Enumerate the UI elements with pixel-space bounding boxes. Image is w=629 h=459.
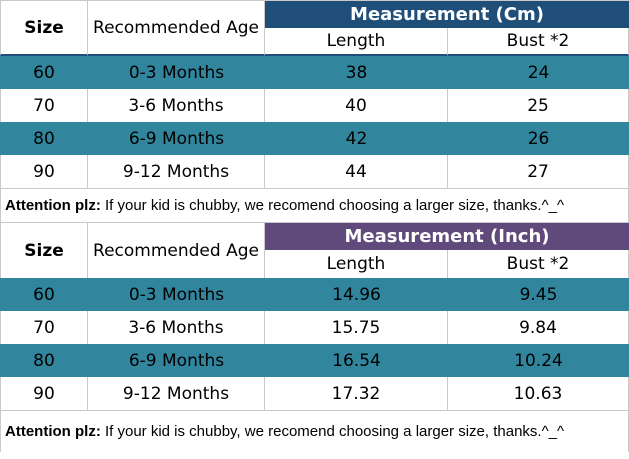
attention-note-text: If your kid is chubby, we recomend choos…: [100, 423, 565, 440]
size-cell: 60: [0, 56, 88, 89]
cm-size-table: Size Recommended Age Measurement (Cm) Le…: [0, 0, 629, 222]
bust-cell: 26: [448, 122, 629, 155]
age-col-header: Recommended Age: [88, 0, 265, 56]
attention-note-label: Attention plz:: [5, 197, 101, 214]
age-cell: 0-3 Months: [88, 278, 265, 311]
table-row: 60 0-3 Months 38 24: [0, 56, 629, 89]
age-cell: 0-3 Months: [88, 56, 265, 89]
bust-col-header: Bust *2: [448, 250, 629, 278]
table-row: 90 9-12 Months 17.32 10.63: [0, 377, 629, 410]
length-cell: 44: [265, 155, 448, 188]
size-col-header: Size: [0, 0, 88, 56]
size-cell: 80: [0, 344, 88, 377]
attention-note-label: Attention plz:: [5, 423, 101, 440]
bust-cell: 10.24: [448, 344, 629, 377]
attention-note: Attention plz: If your kid is chubby, we…: [0, 410, 629, 452]
bust-cell: 9.45: [448, 278, 629, 311]
age-cell: 9-12 Months: [88, 155, 265, 188]
size-col-header: Size: [0, 222, 88, 278]
bust-cell: 10.63: [448, 377, 629, 410]
length-cell: 42: [265, 122, 448, 155]
age-cell: 6-9 Months: [88, 344, 265, 377]
length-col-header: Length: [265, 28, 448, 56]
age-cell: 9-12 Months: [88, 377, 265, 410]
bust-col-header: Bust *2: [448, 28, 629, 56]
attention-note-text: If your kid is chubby, we recomend choos…: [100, 197, 565, 214]
size-cell: 90: [0, 155, 88, 188]
size-cell: 90: [0, 377, 88, 410]
length-cell: 38: [265, 56, 448, 89]
table-row: 70 3-6 Months 40 25: [0, 89, 629, 122]
measurement-inch-header: Measurement (Inch): [265, 222, 629, 250]
size-cell: 80: [0, 122, 88, 155]
bust-cell: 25: [448, 89, 629, 122]
length-col-header: Length: [265, 250, 448, 278]
age-cell: 3-6 Months: [88, 89, 265, 122]
age-cell: 3-6 Months: [88, 311, 265, 344]
age-col-header: Recommended Age: [88, 222, 265, 278]
bust-cell: 27: [448, 155, 629, 188]
measurement-cm-header: Measurement (Cm): [265, 0, 629, 28]
length-cell: 16.54: [265, 344, 448, 377]
table-row: 60 0-3 Months 14.96 9.45: [0, 278, 629, 311]
length-cell: 40: [265, 89, 448, 122]
bust-cell: 24: [448, 56, 629, 89]
size-cell: 70: [0, 89, 88, 122]
bust-cell: 9.84: [448, 311, 629, 344]
length-cell: 14.96: [265, 278, 448, 311]
table-row: 70 3-6 Months 15.75 9.84: [0, 311, 629, 344]
age-cell: 6-9 Months: [88, 122, 265, 155]
size-cell: 70: [0, 311, 88, 344]
length-cell: 15.75: [265, 311, 448, 344]
table-row: 80 6-9 Months 42 26: [0, 122, 629, 155]
attention-note: Attention plz: If your kid is chubby, we…: [0, 188, 629, 222]
table-row: 80 6-9 Months 16.54 10.24: [0, 344, 629, 377]
inch-size-table: Size Recommended Age Measurement (Inch) …: [0, 222, 629, 452]
size-cell: 60: [0, 278, 88, 311]
table-row: 90 9-12 Months 44 27: [0, 155, 629, 188]
length-cell: 17.32: [265, 377, 448, 410]
